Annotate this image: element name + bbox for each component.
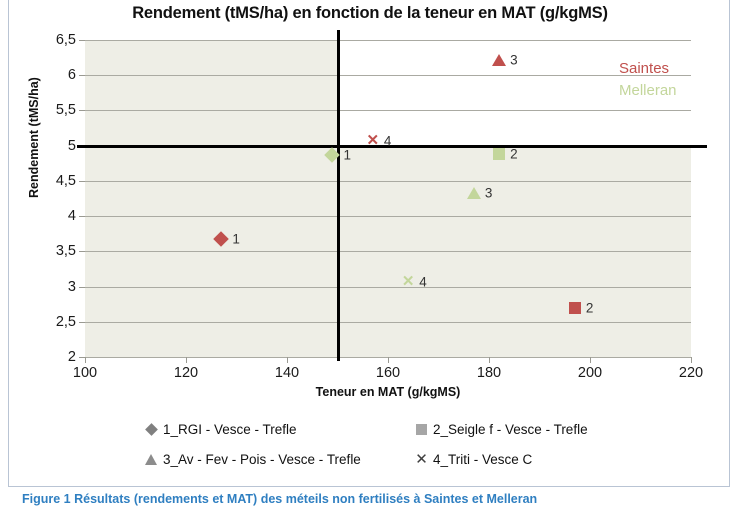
x-axis-tick xyxy=(388,357,389,363)
y-axis-tick xyxy=(79,75,85,77)
site-annotation-melleran: Melleran xyxy=(619,82,677,99)
y-axis-tick xyxy=(79,40,85,41)
x-axis-tick xyxy=(287,357,288,363)
x-axis-tick-label: 220 xyxy=(678,365,704,381)
x-axis-tick-label: 100 xyxy=(72,365,98,381)
legend-item-label: 2_Seigle f - Vesce - Trefle xyxy=(433,422,588,437)
y-axis-tick xyxy=(79,286,85,288)
y-axis-tick-label: 2 xyxy=(67,349,76,365)
data-point-label: 2 xyxy=(585,300,594,316)
gridline-horizontal xyxy=(85,180,691,182)
gridline-horizontal xyxy=(85,251,691,253)
y-axis-title: Rendement (tMS/ha) xyxy=(27,77,41,198)
data-point-label: 3 xyxy=(510,52,518,68)
y-axis-tick-label: 6,5 xyxy=(55,32,76,48)
site-annotations: Saintes Melleran xyxy=(619,58,677,102)
diamond-icon xyxy=(145,423,158,436)
legend-item-label: 1_RGI - Vesce - Trefle xyxy=(163,422,297,437)
y-axis-tick xyxy=(79,216,85,218)
y-axis-tick-label: 4,5 xyxy=(55,172,76,189)
chart-title: Rendement (tMS/ha) en fonction de la ten… xyxy=(132,4,608,22)
data-point-label: 4 xyxy=(383,133,392,149)
site-annotation-saintes: Saintes xyxy=(619,60,670,77)
legend-item-label: 3_Av - Fev - Pois - Vesce - Trefle xyxy=(163,452,361,467)
data-point-label: 4 xyxy=(419,274,427,290)
data-point-label: 3 xyxy=(484,185,493,201)
gridline-horizontal xyxy=(85,110,691,112)
gridline-horizontal xyxy=(85,75,691,77)
figure-caption: Figure 1 Résultats (rendements et MAT) d… xyxy=(22,492,538,506)
y-axis-tick xyxy=(79,321,85,323)
square-icon xyxy=(415,423,428,436)
x-axis-tick-label: 160 xyxy=(375,365,401,381)
reference-line-horizontal xyxy=(77,144,707,148)
y-axis-tick-label: 3 xyxy=(67,278,76,295)
gridline-horizontal xyxy=(85,286,691,288)
gridline-horizontal xyxy=(85,40,691,41)
legend-item[interactable]: 3_Av - Fev - Pois - Vesce - Trefle xyxy=(145,452,361,467)
x-axis-tick xyxy=(186,357,187,363)
x-axis-tick-label: 200 xyxy=(577,365,603,381)
y-axis-tick-label: 4 xyxy=(67,208,76,225)
x-axis-tick xyxy=(691,357,692,363)
data-point-label: 1 xyxy=(232,231,240,247)
x-axis-tick xyxy=(85,357,86,363)
legend-item[interactable]: 2_Seigle f - Vesce - Trefle xyxy=(415,422,588,437)
legend-item-label: 4_Triti - Vesce C xyxy=(433,452,533,467)
y-axis-tick xyxy=(79,251,85,253)
gridline-horizontal xyxy=(85,321,691,323)
data-point-label: 2 xyxy=(510,146,518,162)
chart-container: Rendement (tMS/ha) en fonction de la ten… xyxy=(8,0,730,487)
y-axis-tick-label: 6 xyxy=(67,67,76,84)
x-axis-tick xyxy=(590,357,591,363)
y-axis-tick xyxy=(79,180,85,182)
y-axis-tick xyxy=(79,110,85,112)
x-axis-tick-label: 120 xyxy=(173,365,199,381)
chart-legend: 1_RGI - Vesce - Trefle 2_Seigle f - Vesce… xyxy=(85,420,691,478)
legend-item[interactable]: 1_RGI - Vesce - Trefle xyxy=(145,422,297,437)
x-axis-tick xyxy=(489,357,490,363)
x-axis-tick-label: 140 xyxy=(274,365,300,381)
data-point-label: 1 xyxy=(343,147,351,163)
y-axis-tick-label: 3,5 xyxy=(55,243,76,260)
cross-icon: ✕ xyxy=(415,451,428,468)
y-axis-tick-label: 2,5 xyxy=(55,313,76,330)
legend-item[interactable]: ✕ 4_Triti - Vesce C xyxy=(415,452,532,467)
x-axis-title: Teneur en MAT (g/kgMS) xyxy=(315,385,461,399)
y-axis-tick xyxy=(79,357,85,358)
x-axis-tick-label: 180 xyxy=(476,365,502,381)
plot-area: 2 2,5 3 3,5 4 4,5 5 5,5 6 6,5 100 120 140 160 180 200 22… xyxy=(56,30,707,381)
triangle-icon xyxy=(145,453,158,466)
y-axis-tick-label: 5 xyxy=(67,137,76,154)
gridline-horizontal xyxy=(85,216,691,218)
y-axis-tick-label: 5,5 xyxy=(55,102,76,119)
reference-line-vertical xyxy=(336,30,340,361)
